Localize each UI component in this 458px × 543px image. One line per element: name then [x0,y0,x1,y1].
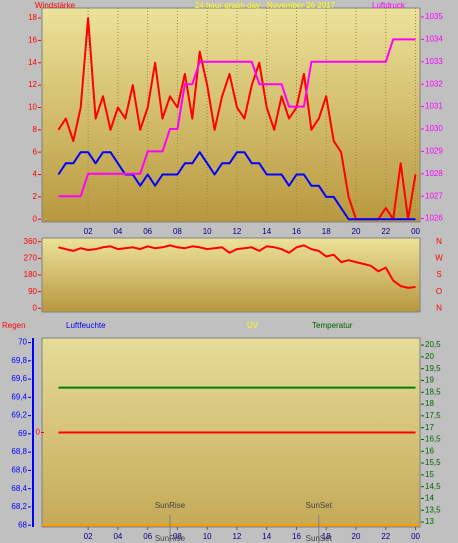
y-tick-label: 0 [33,214,38,223]
y-tick-label: 4 [33,170,38,179]
y-tick-label: 2 [33,192,38,201]
y-tick-label: 1028 [425,169,443,178]
y-tick-label: 20 [425,352,434,361]
x-tick-label: 02 [84,532,93,541]
y-tick-label: 10 [28,103,37,112]
y-tick-label: 180 [24,270,38,279]
x-tick-label: 16 [292,227,301,236]
y-tick-label: 14,5 [425,482,441,491]
y-tick-label: 18,5 [425,387,441,396]
x-tick-label: 14 [262,227,271,236]
annotation: SunRise [155,501,186,510]
x-tick-label: 10 [203,227,212,236]
y-tick-label: 69 [18,429,27,438]
y-tick-label: 1027 [425,191,443,200]
y-tick-label: 1034 [425,34,443,43]
x-tick-label: 06 [143,227,152,236]
y-tick-label: 68,8 [11,447,27,456]
y-tick-label: 270 [24,253,38,262]
x-tick-label: 00 [411,532,420,541]
plot-area [41,7,421,223]
x-tick-label: 18 [322,532,331,541]
y-tick-label: 0 [33,303,38,312]
annotation: SunRise [155,534,186,543]
y2-axis-label: Temperatur [312,321,353,330]
x-tick-label: 12 [232,227,241,236]
y-tick-label: 68 [18,520,27,529]
y-tick-label: 69,2 [11,411,27,420]
y-tick-label: 18 [425,399,434,408]
x-tick-label: 12 [232,532,241,541]
chart-title: 24 hour graph day - November 26 2017 [195,1,336,10]
y-tick-label: 18 [28,13,37,22]
x-tick-label: 00 [411,227,420,236]
x-tick-label: 18 [322,227,331,236]
y-tick-label: 13,5 [425,505,441,514]
y-tick-label: 1032 [425,79,443,88]
y-tick-label: 1026 [425,214,443,223]
plot-area [41,237,421,313]
y-tick-label: 8 [33,125,38,134]
uv-label: UV [247,321,259,330]
y-tick-label: 68,4 [11,484,27,493]
y-tick-label: 1029 [425,147,443,156]
x-tick-label: 08 [173,227,182,236]
series-line [58,244,416,289]
y-tick-label: 1030 [425,124,443,133]
x-tick-label: 04 [113,532,122,541]
y-tick-label: 1031 [425,102,443,111]
y-tick-label: 19,5 [425,364,441,373]
y-tick-label: 15 [425,470,434,479]
x-tick-label: 16 [292,532,301,541]
y-tick-label: 15,5 [425,458,441,467]
y-tick-label: 17,5 [425,411,441,420]
y-tick-label: 70 [18,338,27,347]
y2-axis-label: Luftdruck [372,1,406,10]
x-tick-label: 14 [262,532,271,541]
x-tick-label: 02 [84,227,93,236]
y-tick-label: 90 [28,287,37,296]
y-tick-label: 16 [425,446,434,455]
y-tick-label: 68,6 [11,466,27,475]
y-tick-label: 14 [28,58,37,67]
y-tick-label: 19 [425,376,434,385]
annotation: SunSet [306,534,333,543]
y-tick-label: 69,6 [11,374,27,383]
y-tick-label: 16 [28,36,37,45]
y-tick-label: 1033 [425,57,443,66]
y-tick-label: 360 [24,237,38,246]
y-tick-label: 20,5 [425,340,441,349]
y-tick-label: 14 [425,494,434,503]
x-tick-label: 10 [203,532,212,541]
y-tick-label: 69,8 [11,356,27,365]
annotation: SunSet [306,501,333,510]
y-axis-label: Windstärke [35,1,76,10]
series-line [57,151,416,221]
rain-label: Regen [2,321,26,330]
compass-label: N [436,303,442,312]
series-line [58,38,416,198]
y-tick-label: 12 [28,80,37,89]
compass-label: W [435,253,443,262]
x-tick-label: 22 [381,532,390,541]
x-tick-label: 08 [173,532,182,541]
y-tick-label: 0 [36,428,41,437]
y-tick-label: 6 [33,147,38,156]
x-tick-label: 20 [352,532,361,541]
y-tick-label: 1035 [425,12,443,21]
x-tick-label: 22 [381,227,390,236]
y-tick-label: 13 [425,517,434,526]
y-tick-label: 69,4 [11,392,27,401]
y-tick-label: 17 [425,423,434,432]
x-tick-label: 04 [113,227,122,236]
y-axis-label: Luftfeuchte [66,321,106,330]
y-tick-label: 16,5 [425,435,441,444]
compass-label: O [436,287,442,296]
compass-label: S [436,270,441,279]
x-tick-label: 20 [352,227,361,236]
y-tick-label: 68,2 [11,502,27,511]
compass-label: N [436,237,442,246]
x-tick-label: 06 [143,532,152,541]
